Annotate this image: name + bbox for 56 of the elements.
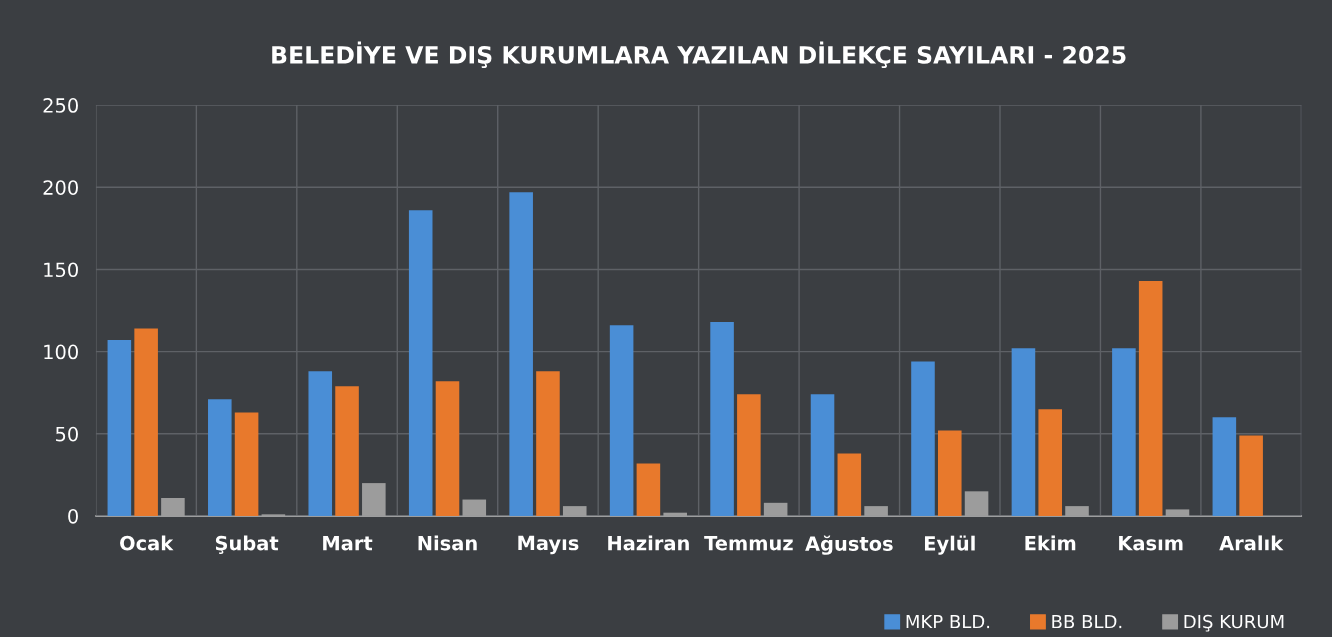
- bar: [362, 483, 386, 516]
- bar: [864, 506, 888, 516]
- chart-title: BELEDİYE VE DIŞ KURUMLARA YAZILAN DİLEKÇE SAYILARI - 2025: [272, 41, 1126, 69]
- bar: [1065, 506, 1089, 516]
- bar: [737, 394, 761, 516]
- bar: [161, 497, 185, 516]
- x-tick-label: Mart: [323, 536, 373, 551]
- bar: [1165, 509, 1190, 516]
- bar: [609, 325, 634, 516]
- y-tick-label: 100: [44, 344, 78, 360]
- x-tick-label: Haziran: [608, 535, 689, 551]
- bar: [1011, 348, 1036, 516]
- bar: [509, 192, 533, 516]
- bar: [1212, 417, 1237, 516]
- bar: [710, 322, 734, 516]
- bar: [636, 463, 661, 516]
- bar: [911, 361, 935, 516]
- bar: [562, 506, 587, 516]
- bar: [335, 386, 359, 516]
- x-tick-label: Eylül: [924, 535, 975, 555]
- legend-label: DIŞ KURUM: [1184, 614, 1284, 632]
- bar: [536, 371, 560, 516]
- bar: [234, 412, 259, 516]
- x-tick-label: Ekim: [1025, 535, 1076, 551]
- bar: [1112, 348, 1136, 516]
- legend-label: BB BLD.: [1052, 614, 1122, 629]
- bar: [937, 430, 962, 516]
- bar: [810, 394, 835, 516]
- y-tick-label: 200: [43, 180, 78, 195]
- bar: [408, 210, 433, 516]
- bar: [1038, 409, 1063, 516]
- x-tick-label: Ocak: [120, 535, 174, 551]
- y-tick-label: 0: [68, 508, 78, 524]
- bar: [837, 453, 862, 516]
- bar: [1239, 435, 1263, 516]
- x-tick-label: Aralık: [1219, 535, 1284, 551]
- legend-label: MKP BLD.: [906, 614, 990, 629]
- bar: [134, 328, 158, 516]
- x-tick-label: Mayıs: [518, 535, 579, 555]
- bar: [1138, 280, 1163, 516]
- bar: [462, 499, 487, 516]
- bar: [208, 399, 232, 516]
- bar: [308, 371, 333, 516]
- y-tick-label: 150: [44, 262, 78, 278]
- x-tick-label: Ağustos: [805, 535, 893, 555]
- bar: [763, 502, 788, 516]
- bar: [663, 512, 687, 516]
- y-tick-label: 250: [43, 98, 78, 113]
- x-tick-label: Nisan: [418, 535, 477, 551]
- bar: [435, 381, 460, 516]
- x-tick-label: Temmuz: [704, 536, 793, 551]
- bar: [107, 340, 132, 516]
- x-tick-label: Şubat: [215, 535, 279, 554]
- x-tick-label: Kasım: [1119, 536, 1183, 551]
- y-tick-label: 50: [56, 426, 78, 442]
- bar: [964, 491, 989, 516]
